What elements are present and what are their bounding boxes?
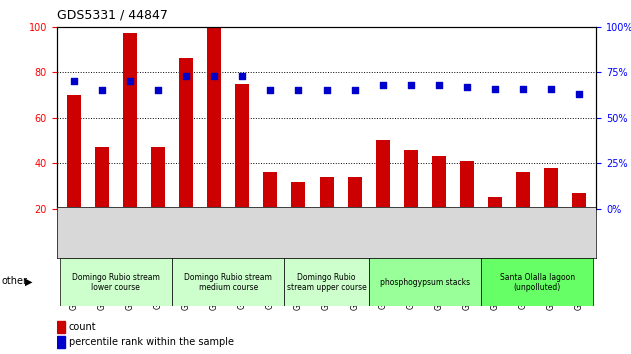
Point (181, 73, 191, 79)
FancyBboxPatch shape (481, 258, 594, 306)
Point (490, 86, 500, 91)
Bar (57, 321, 65, 333)
FancyBboxPatch shape (172, 258, 285, 306)
Point (209, 73, 219, 79)
Bar (319, 177, 334, 209)
Bar (348, 177, 362, 209)
Text: other: other (1, 276, 27, 286)
Bar (460, 161, 474, 209)
Text: Domingo Rubio
stream upper course: Domingo Rubio stream upper course (286, 273, 367, 292)
Bar (151, 147, 165, 209)
Point (462, 84, 472, 90)
Point (434, 82, 444, 88)
FancyBboxPatch shape (369, 258, 481, 306)
Point (237, 73, 247, 79)
Point (546, 86, 557, 91)
Point (518, 86, 528, 91)
Point (378, 82, 388, 88)
Text: Domingo Rubio stream
medium course: Domingo Rubio stream medium course (184, 273, 272, 292)
Bar (404, 150, 418, 209)
Point (69, 79, 79, 84)
Bar (516, 172, 530, 209)
Point (97, 87, 107, 93)
Point (406, 82, 416, 88)
Point (265, 87, 275, 93)
Text: Domingo Rubio stream
lower course: Domingo Rubio stream lower course (72, 273, 160, 292)
Bar (123, 33, 137, 209)
Bar (57, 336, 65, 348)
Text: Santa Olalla lagoon
(unpolluted): Santa Olalla lagoon (unpolluted) (500, 273, 575, 292)
Point (125, 79, 135, 84)
Bar (67, 95, 81, 209)
Point (574, 91, 584, 97)
Point (350, 87, 360, 93)
Bar (572, 193, 586, 209)
Text: count: count (69, 322, 97, 332)
Bar (179, 58, 193, 209)
Text: GDS5331 / 44847: GDS5331 / 44847 (57, 9, 168, 22)
FancyBboxPatch shape (59, 258, 172, 306)
Bar (292, 182, 305, 209)
Point (293, 87, 304, 93)
Point (153, 87, 163, 93)
Bar (263, 172, 278, 209)
Bar (488, 198, 502, 209)
Bar (207, 27, 221, 209)
Bar (95, 147, 109, 209)
Text: ▶: ▶ (25, 276, 33, 286)
Bar (432, 156, 446, 209)
Bar (375, 141, 390, 209)
Text: phosphogypsum stacks: phosphogypsum stacks (380, 278, 470, 287)
Text: percentile rank within the sample: percentile rank within the sample (69, 337, 234, 347)
Bar (235, 84, 249, 209)
Bar (545, 168, 558, 209)
FancyBboxPatch shape (285, 258, 369, 306)
Point (322, 87, 332, 93)
